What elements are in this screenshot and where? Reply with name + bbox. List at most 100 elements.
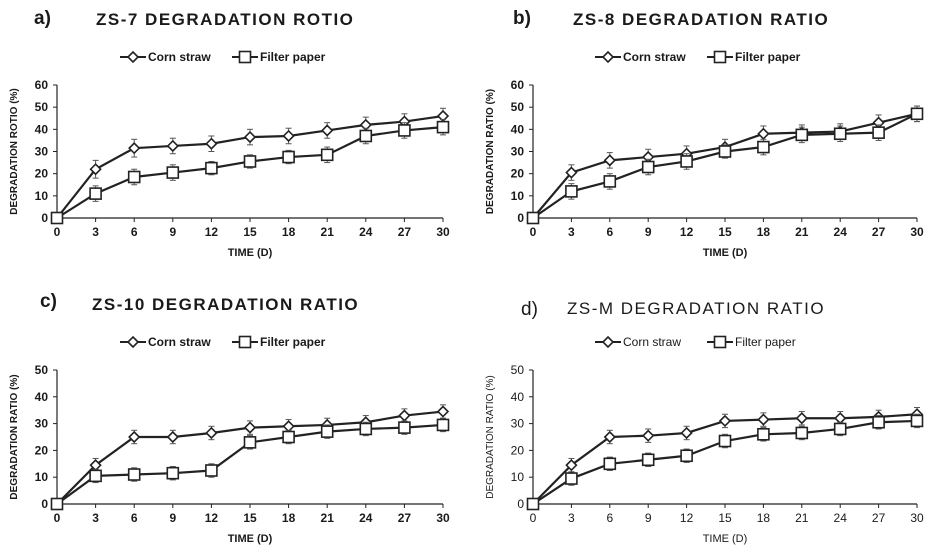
data-point (565, 459, 578, 472)
data-point (718, 414, 732, 428)
chart-title: ZS-10 DEGRADATION RATIO (92, 295, 360, 314)
legend-label: Filter paper (735, 335, 796, 349)
series-line (532, 112, 918, 219)
data-point (166, 466, 180, 480)
y-axis-label: DEGRADATION RATIO (%) (485, 375, 496, 499)
x-tick-label: 21 (321, 225, 335, 239)
data-point (243, 421, 257, 434)
x-tick-label: 15 (243, 511, 257, 525)
y-tick-label: 20 (511, 443, 525, 457)
y-tick-label: 30 (35, 417, 49, 431)
x-tick-label: 3 (568, 511, 575, 525)
legend-label: Corn straw (148, 335, 211, 349)
y-tick-label: 60 (511, 78, 525, 92)
panel-letter: d) (521, 299, 538, 320)
chart-title: ZS-M DEGRADATION RATIO (567, 299, 826, 318)
data-point (321, 124, 334, 137)
y-tick-label: 10 (35, 189, 49, 203)
data-point (641, 160, 655, 174)
data-point (680, 155, 693, 168)
series-corn-straw (526, 105, 924, 225)
x-axis-label: TIME (D) (228, 247, 273, 259)
x-tick-label: 27 (872, 511, 886, 525)
y-tick-label: 0 (41, 497, 48, 511)
data-point (50, 497, 64, 511)
x-axis-label: TIME (D) (228, 533, 273, 545)
x-tick-label: 6 (606, 225, 613, 239)
data-point (127, 468, 141, 481)
x-tick-label: 12 (205, 511, 219, 525)
x-tick-label: 0 (530, 511, 537, 525)
y-tick-label: 0 (517, 497, 524, 511)
data-point (320, 425, 334, 438)
y-tick-label: 50 (35, 363, 49, 377)
data-point (680, 449, 693, 463)
data-point (359, 422, 373, 436)
data-point (166, 139, 179, 153)
panel-letter: a) (34, 8, 51, 29)
legend-label: Corn straw (623, 335, 681, 349)
panel-letter: c) (40, 291, 57, 312)
x-tick-label: 21 (321, 511, 335, 525)
x-tick-label: 15 (243, 225, 257, 239)
legend-label: Corn straw (623, 50, 686, 64)
data-point (833, 127, 847, 141)
data-point (282, 420, 295, 433)
data-point (641, 453, 655, 467)
x-tick-label: 0 (530, 225, 537, 239)
legend-marker (713, 335, 727, 349)
series-filter-paper (526, 105, 924, 225)
data-point (282, 129, 295, 143)
x-tick-label: 30 (910, 225, 924, 239)
y-tick-label: 40 (35, 390, 49, 404)
chart-panel-a: a) ZS-7 DEGRADATION ROTIO 0 10 20 30 40 50 60 0… (0, 0, 463, 276)
y-tick-label: 30 (35, 145, 49, 159)
data-point (872, 415, 885, 429)
data-point (795, 412, 808, 425)
y-tick-label: 30 (511, 145, 525, 159)
data-point (910, 414, 924, 428)
legend-label: Corn straw (148, 50, 211, 64)
chart-panel-b: b) ZS-8 DEGRADATION RATIO 0 10 20 30 40 50 60 0… (463, 0, 926, 276)
legend-label: Filter paper (735, 50, 801, 64)
x-tick-label: 9 (645, 225, 652, 239)
x-tick-label: 6 (606, 511, 613, 525)
data-point (359, 129, 373, 143)
x-tick-label: 18 (757, 511, 771, 525)
data-point (757, 413, 770, 426)
data-point (603, 175, 617, 188)
data-point (642, 429, 655, 442)
data-point (205, 426, 218, 440)
data-point (320, 148, 334, 162)
series-filter-paper (50, 118, 450, 225)
y-tick-label: 50 (35, 100, 49, 114)
data-point (565, 166, 578, 179)
data-point (398, 421, 411, 434)
data-point (526, 497, 540, 511)
data-point (565, 185, 578, 198)
y-tick-label: 50 (511, 363, 525, 377)
chart-plot: 0 10 20 30 40 50 60 0 3 6 9 12 15 18 21 24 27 30 TIME (D) D… (485, 50, 924, 259)
x-tick-label: 30 (436, 225, 450, 239)
y-tick-label: 10 (511, 470, 525, 484)
y-tick-label: 40 (35, 122, 49, 136)
data-point (910, 107, 924, 121)
x-tick-label: 18 (757, 225, 771, 239)
x-tick-label: 21 (795, 511, 809, 525)
chart-panel-d: d) ZS-M DEGRADATION RATIO 0 10 20 30 40 50 0 3 6… (463, 277, 926, 553)
y-tick-label: 10 (511, 189, 525, 203)
x-tick-label: 24 (834, 511, 848, 525)
legend-label: Filter paper (260, 335, 326, 349)
data-point (603, 430, 616, 444)
y-tick-label: 20 (35, 443, 49, 457)
data-point (89, 469, 102, 483)
data-point (127, 170, 141, 184)
data-point (603, 457, 617, 471)
x-axis-label: TIME (D) (703, 533, 748, 545)
y-axis-label: DEGRADATION ROTIO (%) (9, 88, 20, 214)
x-tick-label: 24 (834, 225, 848, 239)
x-tick-label: 9 (645, 511, 652, 525)
data-point (565, 472, 578, 485)
data-point (282, 150, 295, 164)
x-tick-label: 0 (54, 225, 61, 239)
